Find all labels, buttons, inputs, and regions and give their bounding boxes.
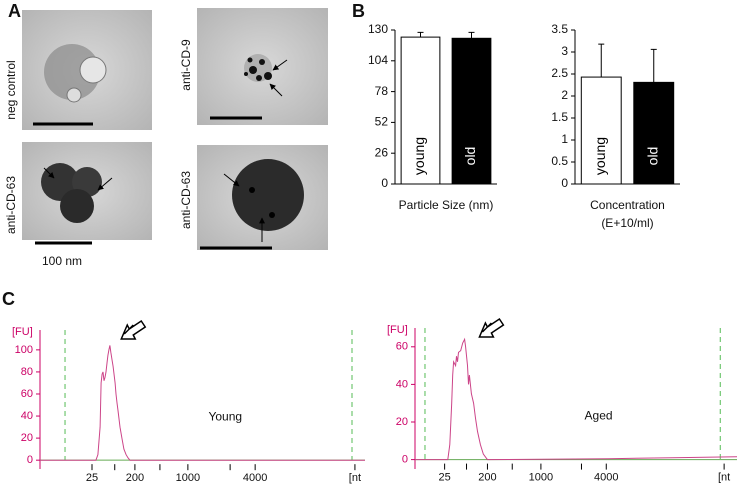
x-tick-label: 1000 xyxy=(529,472,553,484)
bar xyxy=(580,76,622,185)
x-tick-label: [nt xyxy=(349,472,361,484)
x-tick-label: 200 xyxy=(478,472,496,484)
x-tick-label: [nt xyxy=(718,472,730,484)
trace xyxy=(415,337,738,461)
x-tick-label: 4000 xyxy=(594,472,618,484)
annotation: Aged xyxy=(585,408,613,422)
y-tick-label: 3.5 xyxy=(551,22,568,36)
em-image xyxy=(22,10,152,130)
y-tick-label: 1.5 xyxy=(551,110,568,124)
x-tick-label: 4000 xyxy=(243,472,267,484)
y-axis-label: [FU] xyxy=(387,324,408,336)
em-image xyxy=(197,8,328,125)
y-tick-label: 104 xyxy=(368,53,388,67)
y-tick-label: 2.5 xyxy=(551,66,568,80)
error-bar xyxy=(417,31,424,38)
trace xyxy=(40,345,365,461)
annotation: Young xyxy=(208,409,242,423)
panel-label: C xyxy=(2,289,15,309)
x-tick-label: 25 xyxy=(438,472,450,484)
y-tick-label: 40 xyxy=(396,378,408,390)
x-axis-label: Concentration xyxy=(590,198,665,212)
y-tick-label: 52 xyxy=(375,115,389,129)
y-axis-label: [FU] xyxy=(12,326,33,338)
y-tick-label: 20 xyxy=(396,416,408,428)
peak-arrow xyxy=(120,319,147,340)
y-tick-label: 20 xyxy=(21,432,33,444)
panel-label: A xyxy=(8,1,21,21)
x-tick-label: 25 xyxy=(86,472,98,484)
y-tick-label: 3 xyxy=(561,44,568,58)
peak-arrow xyxy=(478,317,505,338)
x-tick-label: 200 xyxy=(126,472,144,484)
image-label: anti-CD-63 xyxy=(4,176,18,234)
bar xyxy=(400,36,441,185)
y-tick-label: 60 xyxy=(396,341,408,353)
y-tick-label: 26 xyxy=(375,145,389,159)
y-tick-label: 0 xyxy=(402,454,408,466)
category-label: old xyxy=(462,147,478,166)
y-tick-label: 78 xyxy=(375,84,389,98)
y-tick-label: 2 xyxy=(561,88,568,102)
y-tick-label: 100 xyxy=(15,344,33,356)
y-tick-label: 0 xyxy=(381,176,388,190)
x-axis-label: Particle Size (nm) xyxy=(399,198,494,212)
image-label: anti-CD-63 xyxy=(179,171,193,229)
em-image xyxy=(22,142,152,240)
category-label: young xyxy=(411,137,427,175)
y-tick-label: 0 xyxy=(27,454,33,466)
y-tick-label: 0 xyxy=(561,176,568,190)
y-tick-label: 130 xyxy=(368,22,388,36)
error-bar xyxy=(598,43,605,78)
image-label: neg control xyxy=(4,60,18,119)
error-bar xyxy=(468,31,475,39)
scale-label: 100 nm xyxy=(42,254,82,268)
error-bar xyxy=(650,48,657,83)
x-tick-label: 1000 xyxy=(176,472,200,484)
y-tick-label: 80 xyxy=(21,366,33,378)
category-label: old xyxy=(644,147,660,166)
bar xyxy=(633,81,675,185)
x-axis-label: (E+10/ml) xyxy=(601,216,653,230)
category-label: young xyxy=(592,137,608,175)
panel-label: B xyxy=(352,1,365,21)
em-image xyxy=(197,145,328,250)
y-tick-label: 0.5 xyxy=(551,154,568,168)
image-label: anti-CD-9 xyxy=(179,39,193,91)
y-tick-label: 60 xyxy=(21,388,33,400)
y-tick-label: 40 xyxy=(21,410,33,422)
y-tick-label: 1 xyxy=(561,132,568,146)
